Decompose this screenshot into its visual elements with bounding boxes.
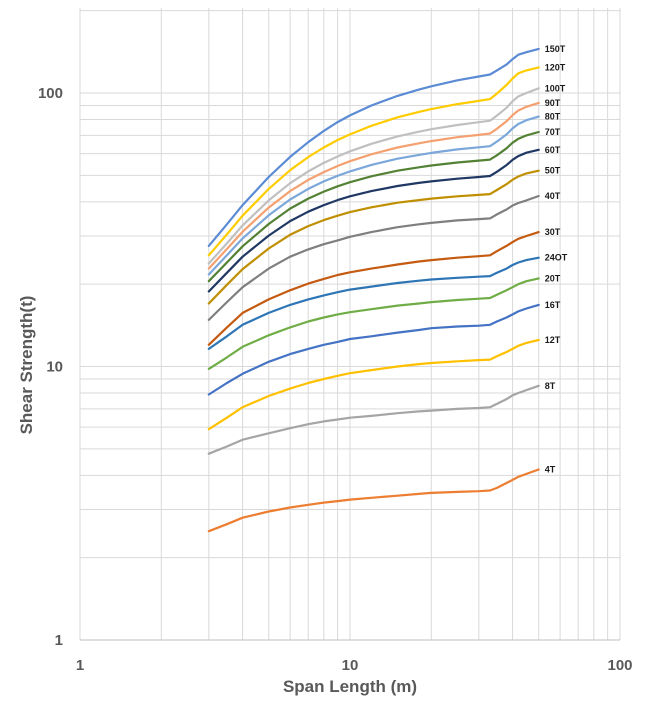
series-label-12t: 12T	[545, 335, 561, 345]
series-label-30t: 30T	[545, 227, 561, 237]
series-lines	[207, 47, 540, 533]
series-line-70t	[207, 130, 540, 283]
y-tick-label: 1	[55, 632, 63, 649]
y-axis-title: Shear Strength(t)	[17, 296, 36, 435]
series-label-150t: 150T	[545, 44, 566, 54]
x-axis-title: Span Length (m)	[283, 677, 417, 696]
series-label-8t: 8T	[545, 381, 556, 391]
series-line-4t	[207, 468, 540, 533]
x-tick-label: 1	[76, 657, 84, 674]
series-line-150t	[207, 47, 540, 247]
series-line-100t	[207, 87, 540, 265]
series-line-8t	[207, 384, 540, 455]
series-line-50t	[207, 169, 540, 305]
series-label-80t: 80T	[545, 112, 561, 122]
series-line-60t	[207, 148, 540, 293]
series-label-20t: 20T	[545, 273, 561, 283]
series-line-24ot	[207, 256, 540, 350]
series-line-12t	[207, 338, 540, 431]
y-tick-label: 10	[46, 359, 63, 376]
series-label-120t: 120T	[545, 62, 566, 72]
series-line-40t	[207, 194, 540, 321]
x-tick-label: 10	[342, 657, 359, 674]
tick-labels: 1 10 100 1 10 100	[38, 85, 633, 674]
x-tick-label: 100	[607, 657, 632, 674]
series-label-90t: 90T	[545, 98, 561, 108]
series-label-100t: 100T	[545, 83, 566, 93]
series-line-120t	[207, 66, 540, 257]
series-line-90t	[207, 101, 540, 270]
series-label-40t: 40T	[545, 191, 561, 201]
series-label-60t: 60T	[545, 145, 561, 155]
series-line-20t	[207, 277, 540, 370]
series-labels: 4T 8T 12T 16T 20T 24OT 30T 40T 50T 60T 70T 80T 90T 10…	[545, 44, 568, 475]
series-label-16t: 16T	[545, 300, 561, 310]
series-line-16t	[207, 303, 540, 396]
series-label-4t: 4T	[545, 465, 556, 475]
series-line-30t	[207, 231, 540, 346]
series-label-24ot: 24OT	[545, 253, 568, 263]
series-label-70t: 70T	[545, 127, 561, 137]
series-label-50t: 50T	[545, 166, 561, 176]
y-tick-label: 100	[38, 85, 63, 102]
series-line-80t	[207, 115, 540, 276]
